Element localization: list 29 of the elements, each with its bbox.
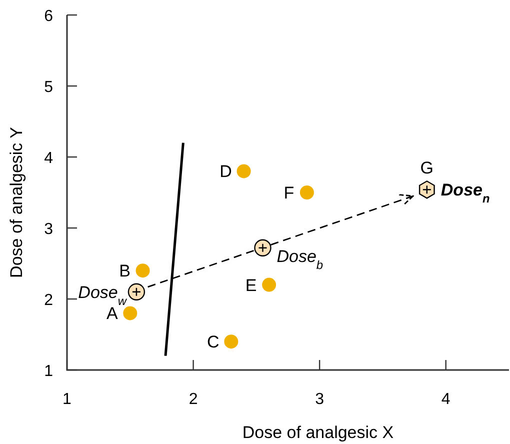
y-axis-title: Dose of analgesic Y (7, 127, 26, 278)
y-tick-label: 1 (44, 363, 54, 380)
annotation: C (207, 332, 220, 352)
x-tick-label: 2 (188, 391, 198, 408)
y-tick-label: 4 (44, 150, 54, 167)
annotation: D (220, 162, 232, 182)
x-tick-label: 4 (441, 391, 450, 408)
point (128, 283, 146, 300)
y-tick-label: 2 (44, 292, 54, 309)
y-tick-label: 3 (44, 221, 54, 238)
y-tick-label: 6 (44, 8, 54, 25)
annotation: G (420, 158, 434, 178)
point (262, 278, 276, 292)
x-tick-label: 1 (62, 391, 72, 408)
y-tick-label: 5 (44, 79, 54, 96)
series-label: Dose$_{n}$ (440, 180, 490, 206)
series-label: Dose$_{b}$ (276, 246, 324, 272)
annotation: E (245, 276, 257, 295)
x-tick-label: 3 (315, 391, 324, 408)
point (224, 334, 238, 349)
point (418, 180, 435, 199)
x-axis-title: Dose of analgesic X (242, 423, 394, 442)
annotation: B (119, 262, 130, 281)
point (236, 164, 251, 178)
point (300, 186, 314, 200)
point (254, 239, 272, 256)
point (136, 264, 150, 278)
point (123, 306, 138, 320)
annotation: F (284, 184, 294, 202)
